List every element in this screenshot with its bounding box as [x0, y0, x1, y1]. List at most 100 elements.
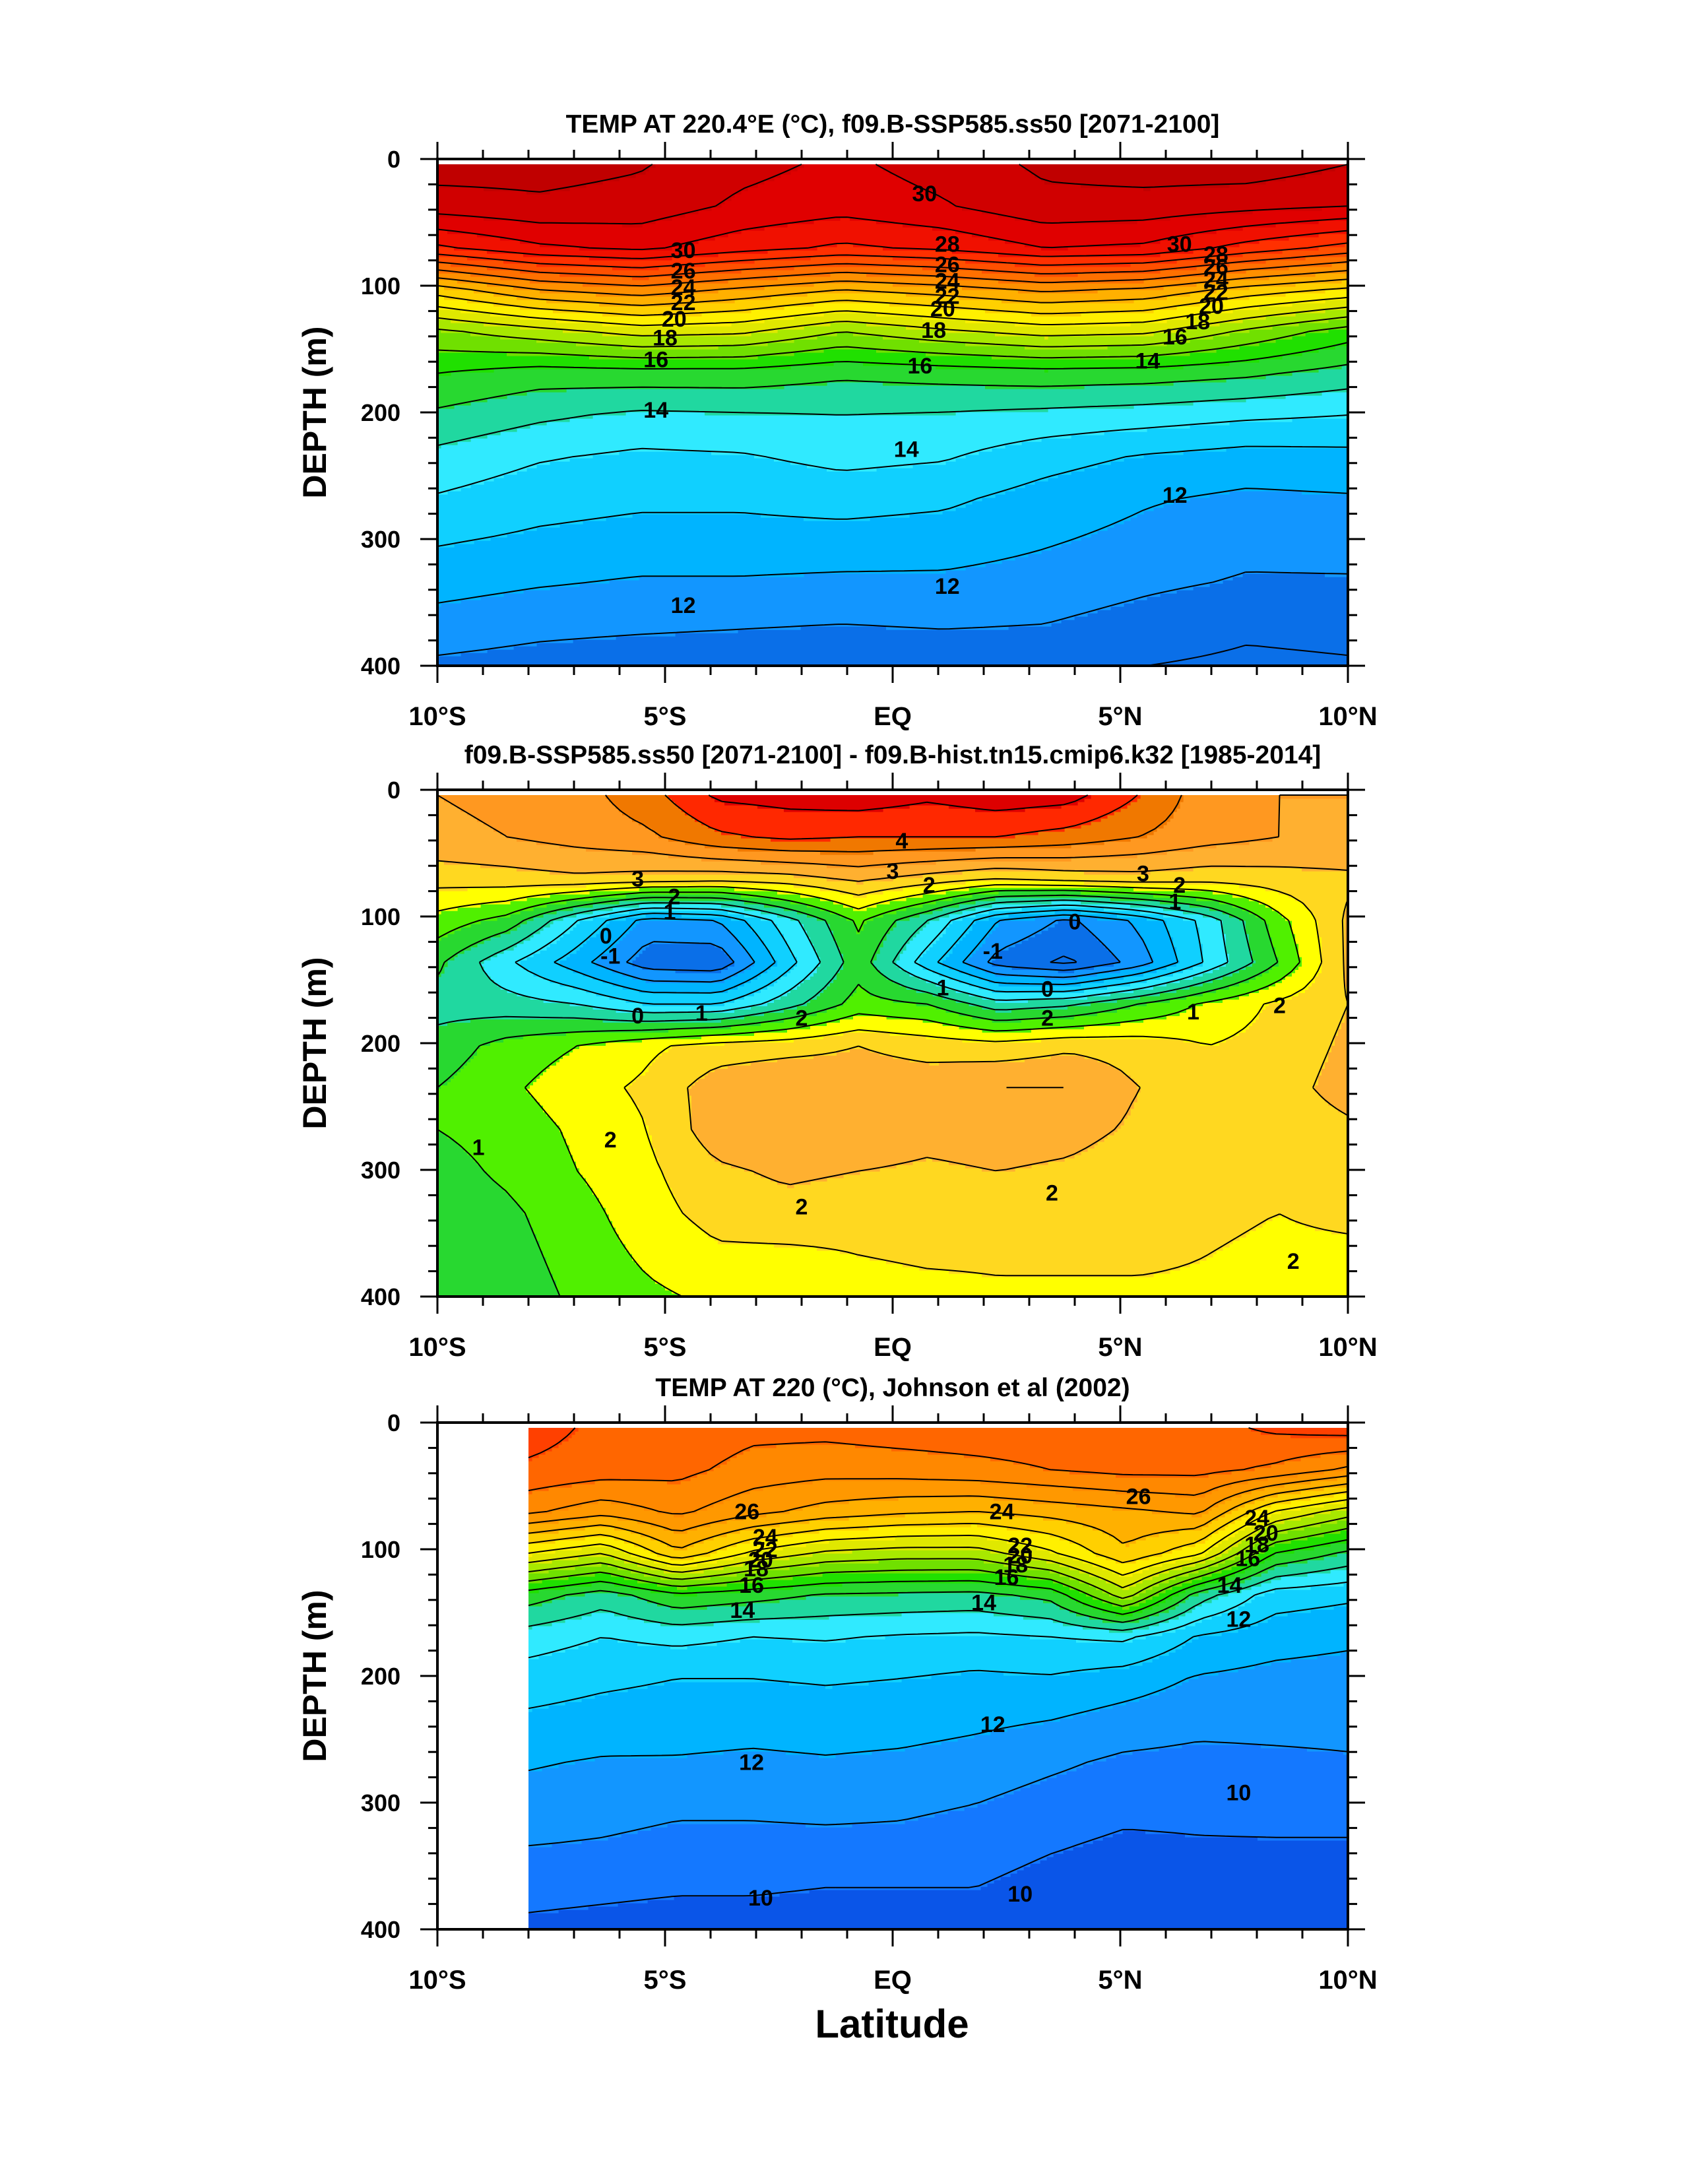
contour-line	[528, 1603, 1348, 1710]
contour-line	[590, 914, 1154, 983]
color-band-14	[711, 795, 1091, 812]
contour-label: 22	[753, 1537, 778, 1562]
contour-label: 24	[753, 1525, 778, 1550]
x-tick-label: 5°N	[1098, 1966, 1142, 1995]
contour-line	[437, 883, 1300, 1297]
contour-label: 24	[1244, 1506, 1269, 1531]
contour-line	[437, 296, 1348, 327]
contour-label: 2	[1173, 873, 1186, 898]
color-band-10	[528, 1510, 1348, 1600]
contour-line	[437, 894, 1254, 1026]
color-band-14	[528, 1477, 1348, 1551]
contour-line	[528, 1506, 1348, 1589]
contour-label: 2	[1287, 1249, 1300, 1274]
contour-label: 18	[653, 326, 678, 351]
contour-label: 12	[1226, 1607, 1251, 1632]
color-band-17	[528, 1428, 1348, 1494]
contour-label: 14	[730, 1598, 755, 1623]
contour-label: 18	[921, 318, 946, 343]
contour-line	[528, 1527, 1348, 1607]
color-band-11	[437, 290, 1348, 327]
ticks	[420, 773, 1365, 1314]
contour-label: 16	[907, 354, 932, 379]
panel-title: TEMP AT 220 (°C), Johnson et al (2002)	[655, 1374, 1130, 1402]
panel-title: TEMP AT 220.4°E (°C), f09.B-SSP585.ss50 …	[566, 110, 1220, 139]
contour-line	[437, 252, 1348, 278]
color-band-18	[437, 217, 1348, 261]
color-band-0	[632, 920, 1121, 974]
filled-field	[528, 1428, 1348, 1929]
contour-line	[437, 278, 1348, 306]
y-tick-label: 100	[361, 273, 400, 300]
color-band-8	[437, 881, 1348, 1297]
contour-line	[664, 794, 1138, 840]
contour-label: 20	[930, 297, 955, 322]
contour-label: 14	[894, 437, 919, 463]
contour-line	[708, 794, 1089, 812]
color-band-13	[668, 795, 1141, 842]
contour-label: 1	[1187, 1000, 1199, 1025]
contour-label: 16	[1163, 325, 1188, 350]
y-tick-label: 100	[361, 903, 400, 930]
y-tick-label: 200	[361, 1663, 400, 1690]
contour-label: 18	[1003, 1553, 1028, 1578]
contour-label: 10	[1226, 1781, 1251, 1806]
y-tick-label: 400	[361, 1916, 400, 1943]
contour-label: 0	[631, 1004, 644, 1029]
contour-line	[528, 1483, 1348, 1549]
color-band-2	[437, 448, 1348, 607]
contour-line	[515, 904, 1204, 1005]
contour-line	[437, 889, 1279, 1297]
x-tick-label: 5°S	[644, 702, 687, 731]
contour-line	[528, 1741, 1348, 1847]
contour-line	[437, 287, 1348, 316]
contour-line	[437, 571, 1348, 657]
contour-label: 24	[935, 269, 960, 294]
contour-line	[528, 1581, 1348, 1659]
contour-label: 16	[643, 347, 668, 372]
contour-label: 16	[739, 1573, 764, 1598]
contour-label: 24	[671, 275, 696, 300]
color-band-2	[528, 1652, 1348, 1847]
contour-line	[528, 1491, 1348, 1564]
y-tick-label: 300	[361, 1789, 400, 1816]
color-band-5	[437, 366, 1348, 449]
contour-label: 1	[663, 899, 676, 924]
contour-label: 1	[936, 976, 949, 1001]
contour-line	[554, 909, 1179, 994]
contour-label: 24	[1203, 267, 1228, 292]
contour-label: 26	[1126, 1484, 1151, 1509]
contour-label: 26	[1203, 255, 1228, 280]
contour-label: 0	[1069, 910, 1081, 935]
contour-label: 2	[604, 1128, 617, 1153]
contour-label: 30	[912, 181, 937, 207]
contour-label: 18	[744, 1557, 769, 1582]
contour-line	[528, 1475, 1348, 1531]
contour-label: 1	[1168, 889, 1181, 915]
contour-line	[528, 1498, 1348, 1576]
contour-line	[437, 270, 1348, 296]
contour-label: 12	[739, 1750, 764, 1776]
contour-label: 12	[935, 574, 960, 599]
contour-line	[437, 261, 1348, 287]
contour-line	[437, 230, 1348, 259]
color-band-13	[437, 273, 1348, 307]
y-tick-label: 300	[361, 1157, 400, 1184]
contour-line	[437, 878, 1348, 1277]
contour-label: 24	[990, 1499, 1015, 1524]
contour-label: 26	[671, 259, 696, 284]
contour-line	[437, 488, 1348, 604]
contour-lines	[437, 794, 1348, 1297]
contour-label: 12	[671, 593, 696, 618]
contour-line	[437, 164, 1348, 225]
y-tick-label: 0	[387, 146, 400, 173]
contour-line	[528, 1550, 1348, 1623]
x-tick-label: 5°N	[1098, 702, 1142, 731]
color-band-1	[528, 1745, 1348, 1913]
x-tick-label: 10°S	[408, 1333, 466, 1362]
x-tick-label: 10°S	[408, 1966, 466, 1995]
contour-label: 10	[1007, 1882, 1033, 1907]
contour-label: 28	[935, 232, 960, 257]
